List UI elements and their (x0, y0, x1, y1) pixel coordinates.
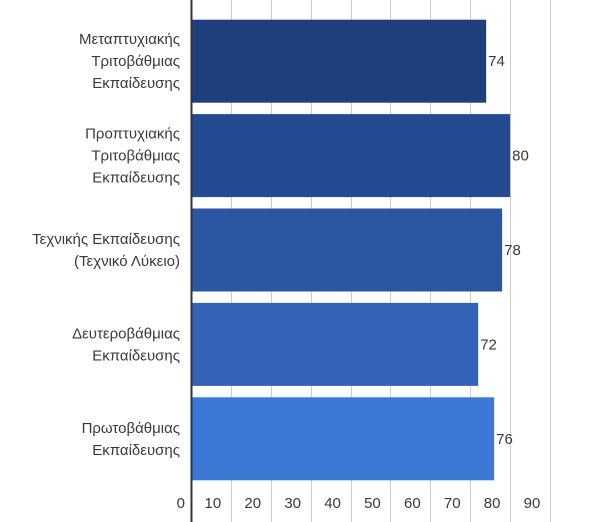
bars (192, 19, 511, 481)
bar (192, 208, 503, 292)
category-label: Εκπαίδευσης (92, 75, 180, 92)
x-tick-label: 20 (244, 495, 261, 512)
category-label: Εκπαίδευσης (92, 347, 180, 364)
x-tick-label: 30 (284, 495, 301, 512)
bar (192, 19, 487, 103)
x-tick-label: 10 (205, 495, 222, 512)
category-label: Τριτοβάθμιας (91, 148, 180, 165)
data-labels: 74 80 78 72 76 (480, 53, 529, 448)
x-tick-label: 90 (524, 495, 541, 512)
category-label: Προπτυχιακής (85, 126, 180, 143)
category-label: Μεταπτυχιακής (79, 31, 180, 48)
bar (192, 114, 511, 198)
x-tick-label: 40 (324, 495, 341, 512)
x-tick-label: 0 (177, 495, 185, 512)
x-tick-label: 60 (404, 495, 421, 512)
category-label: Δευτεροβάθμιας (72, 325, 180, 342)
x-tick-label: 70 (444, 495, 461, 512)
data-label: 74 (488, 53, 505, 70)
data-label: 78 (504, 242, 521, 259)
data-label: 72 (480, 336, 497, 353)
category-label: Πρωτοβάθμιας (82, 420, 180, 437)
category-label: (Τεχνικό Λύκειο) (74, 253, 180, 270)
category-label: Εκπαίδευσης (92, 170, 180, 187)
data-label: 80 (512, 148, 529, 165)
bar (192, 397, 495, 481)
x-tick-labels: 0 10 20 30 40 50 60 70 80 90 (177, 495, 541, 512)
x-tick-label: 50 (364, 495, 381, 512)
category-labels: Μεταπτυχιακής Τριτοβάθμιας Εκπαίδευσης Προπ… (32, 31, 180, 459)
x-tick-label: 80 (484, 495, 501, 512)
category-label: Εκπαίδευσης (92, 442, 180, 459)
category-label: Τεχνικής Εκπαίδευσης (32, 231, 180, 248)
bar (192, 302, 479, 386)
category-label: Τριτοβάθμιας (91, 53, 180, 70)
data-label: 76 (496, 431, 513, 448)
